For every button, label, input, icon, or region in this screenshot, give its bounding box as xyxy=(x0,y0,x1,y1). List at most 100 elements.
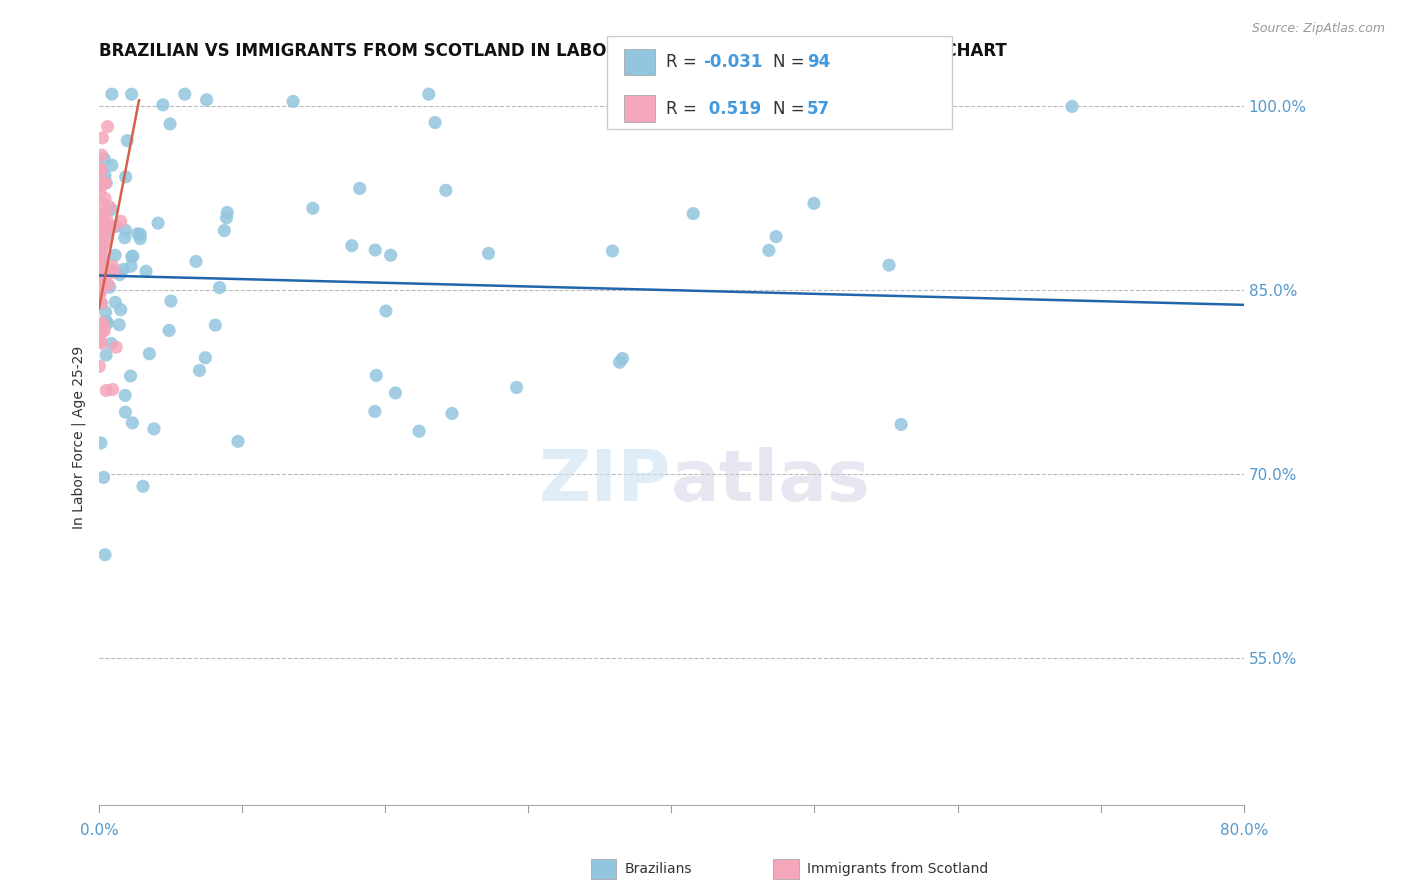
Text: 57: 57 xyxy=(807,100,830,118)
Point xyxy=(214,223,236,237)
Text: N =: N = xyxy=(773,53,810,70)
Point xyxy=(89,359,111,374)
Text: 94: 94 xyxy=(807,53,831,70)
Point xyxy=(340,238,363,252)
Point xyxy=(602,244,624,258)
Point xyxy=(108,318,131,332)
Point xyxy=(281,95,304,109)
Point xyxy=(152,98,174,112)
Point xyxy=(90,162,112,177)
Text: R =: R = xyxy=(666,53,703,70)
Point xyxy=(90,436,112,450)
Point xyxy=(108,268,131,282)
Point xyxy=(120,368,142,383)
Point xyxy=(609,355,631,369)
Point xyxy=(90,285,112,299)
Point xyxy=(91,197,114,211)
Point xyxy=(91,324,114,338)
Point xyxy=(93,176,115,190)
Point xyxy=(91,319,114,334)
Text: -0.031: -0.031 xyxy=(703,53,762,70)
Point xyxy=(120,259,142,273)
Point xyxy=(94,176,117,190)
Text: 80.0%: 80.0% xyxy=(1219,823,1268,838)
Point xyxy=(115,134,138,148)
Point xyxy=(91,245,114,260)
Point xyxy=(418,87,440,102)
Y-axis label: In Labor Force | Age 25-29: In Labor Force | Age 25-29 xyxy=(72,345,86,529)
Point xyxy=(173,87,195,102)
Point xyxy=(94,168,117,182)
Point xyxy=(90,240,112,254)
Point xyxy=(90,336,112,351)
Point xyxy=(96,176,118,190)
Point xyxy=(93,262,115,277)
Point xyxy=(93,152,115,166)
Point xyxy=(90,285,112,299)
Point xyxy=(96,267,118,281)
Point xyxy=(226,434,249,449)
Point xyxy=(94,305,117,319)
Point xyxy=(101,259,124,273)
Point xyxy=(132,479,155,493)
Point xyxy=(408,424,430,438)
Point xyxy=(114,231,136,245)
Point xyxy=(121,249,143,263)
Point xyxy=(423,115,446,129)
Point xyxy=(114,405,136,419)
Point xyxy=(110,302,132,317)
Point xyxy=(129,232,152,246)
Text: 0.519: 0.519 xyxy=(703,100,761,118)
Point xyxy=(96,212,118,227)
Point xyxy=(97,120,120,134)
Point xyxy=(98,200,121,214)
Point xyxy=(90,249,112,263)
Point xyxy=(440,407,463,421)
Point xyxy=(89,273,111,287)
Point xyxy=(101,87,124,102)
Point xyxy=(217,205,239,219)
Text: Immigrants from Scotland: Immigrants from Scotland xyxy=(807,862,988,876)
Point xyxy=(90,296,112,310)
Point xyxy=(366,368,388,383)
Point xyxy=(94,348,117,362)
Point xyxy=(93,324,115,338)
Point xyxy=(91,238,114,252)
Text: R =: R = xyxy=(666,100,703,118)
Point xyxy=(96,314,118,328)
Point xyxy=(121,87,143,102)
Point xyxy=(112,262,135,277)
Point xyxy=(100,202,122,217)
Point xyxy=(103,265,125,279)
Point xyxy=(89,283,111,297)
Point xyxy=(94,548,117,562)
Point xyxy=(91,131,114,145)
Point xyxy=(612,351,634,366)
Point xyxy=(188,363,211,377)
Point xyxy=(91,224,114,238)
Text: atlas: atlas xyxy=(671,447,872,516)
Text: BRAZILIAN VS IMMIGRANTS FROM SCOTLAND IN LABOR FORCE | AGE 25-29 CORRELATION CHA: BRAZILIAN VS IMMIGRANTS FROM SCOTLAND IN… xyxy=(98,42,1007,60)
Point xyxy=(121,416,143,430)
Point xyxy=(89,227,111,242)
Text: ZIP: ZIP xyxy=(538,447,671,516)
Point xyxy=(96,219,118,234)
Point xyxy=(184,254,207,268)
Point xyxy=(477,246,499,260)
Point xyxy=(890,417,912,432)
Point xyxy=(91,274,114,288)
Point xyxy=(434,183,457,197)
Point xyxy=(195,93,218,107)
Point xyxy=(157,324,180,338)
Point xyxy=(89,334,111,348)
Point xyxy=(138,347,160,361)
Point xyxy=(374,304,396,318)
Point xyxy=(877,258,900,272)
Point xyxy=(114,169,136,184)
Point xyxy=(90,148,112,162)
Point xyxy=(89,289,111,303)
Point xyxy=(364,404,387,418)
Point xyxy=(505,380,527,394)
Point xyxy=(98,280,121,294)
Point xyxy=(121,250,143,264)
